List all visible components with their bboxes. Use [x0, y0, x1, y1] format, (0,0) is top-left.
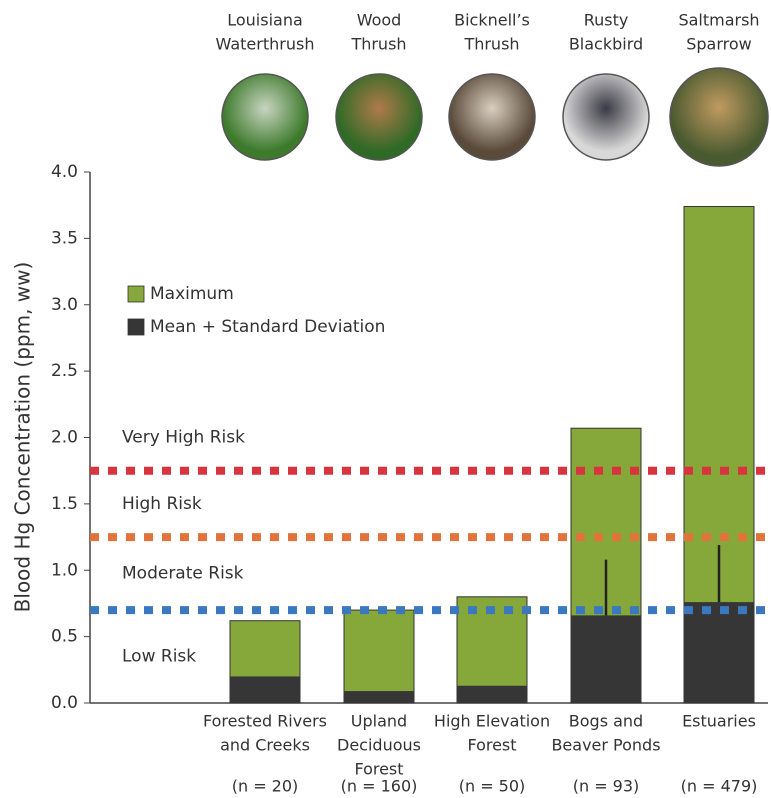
y-tick-label: 0.0 — [51, 693, 78, 713]
bird-name: Bicknell’s — [454, 11, 530, 30]
bar-mean — [230, 676, 300, 703]
risk-label: High Risk — [122, 494, 202, 514]
bar-maximum — [343, 609, 415, 704]
sample-size: (n = 50) — [459, 777, 526, 796]
risk-label: Low Risk — [122, 647, 196, 667]
bird-name: Louisiana — [227, 11, 303, 30]
y-tick-label: 3.5 — [51, 228, 78, 248]
bar-mean — [571, 615, 641, 703]
bird-photo — [221, 73, 309, 161]
bar-maximum — [456, 596, 528, 704]
x-tick-label: Forested Rivers — [203, 712, 327, 731]
bird-name: Wood — [357, 11, 402, 30]
sample-size: (n = 93) — [573, 777, 640, 796]
bird-name: Blackbird — [569, 35, 643, 54]
bird-name: Thrush — [350, 35, 406, 54]
x-tick-label: Forest — [467, 736, 516, 755]
bird-name: Saltmarsh — [678, 11, 759, 30]
y-tick-label: 1.0 — [51, 560, 78, 580]
sample-size: (n = 160) — [341, 777, 418, 796]
bird-photo — [335, 73, 423, 161]
x-tick-label: Deciduous — [337, 736, 421, 755]
y-tick-label: 2.5 — [51, 361, 78, 381]
bird-photo — [448, 73, 536, 161]
bar-mean — [457, 685, 527, 703]
bird-photo — [562, 73, 650, 161]
x-tick-label: Bogs and — [569, 712, 643, 731]
sample-size: (n = 20) — [232, 777, 299, 796]
legend-label: Maximum — [150, 284, 234, 304]
legend-swatch — [127, 285, 145, 303]
bird-name: Sparrow — [686, 35, 752, 54]
y-tick-label: 2.0 — [51, 428, 78, 448]
x-tick-label: Beaver Ponds — [551, 736, 660, 755]
x-tick-label: High Elevation — [434, 712, 550, 731]
y-tick-label: 4.0 — [51, 162, 78, 182]
y-tick-label: 1.5 — [51, 494, 78, 514]
bird-name: Rusty — [584, 11, 629, 30]
risk-label: Very High Risk — [122, 428, 245, 448]
x-tick-label: Forest — [354, 760, 403, 779]
x-tick-label: and Creeks — [220, 736, 310, 755]
bar-mean — [344, 691, 414, 703]
y-axis-label: Blood Hg Concentration (ppm, ww) — [11, 262, 35, 613]
x-tick-label: Estuaries — [682, 712, 756, 731]
y-tick-label: 0.5 — [51, 627, 78, 647]
legend-swatch — [127, 318, 145, 336]
legend-label: Mean + Standard Deviation — [150, 317, 385, 337]
x-tick-label: Upland — [351, 712, 407, 731]
bar-mean — [684, 602, 754, 703]
bird-photo — [669, 67, 769, 167]
bird-name: Thrush — [463, 35, 519, 54]
y-tick-label: 3.0 — [51, 295, 78, 315]
sample-size: (n = 479) — [681, 777, 758, 796]
bird-name: Waterthrush — [216, 35, 315, 54]
risk-label: Moderate Risk — [122, 564, 244, 584]
